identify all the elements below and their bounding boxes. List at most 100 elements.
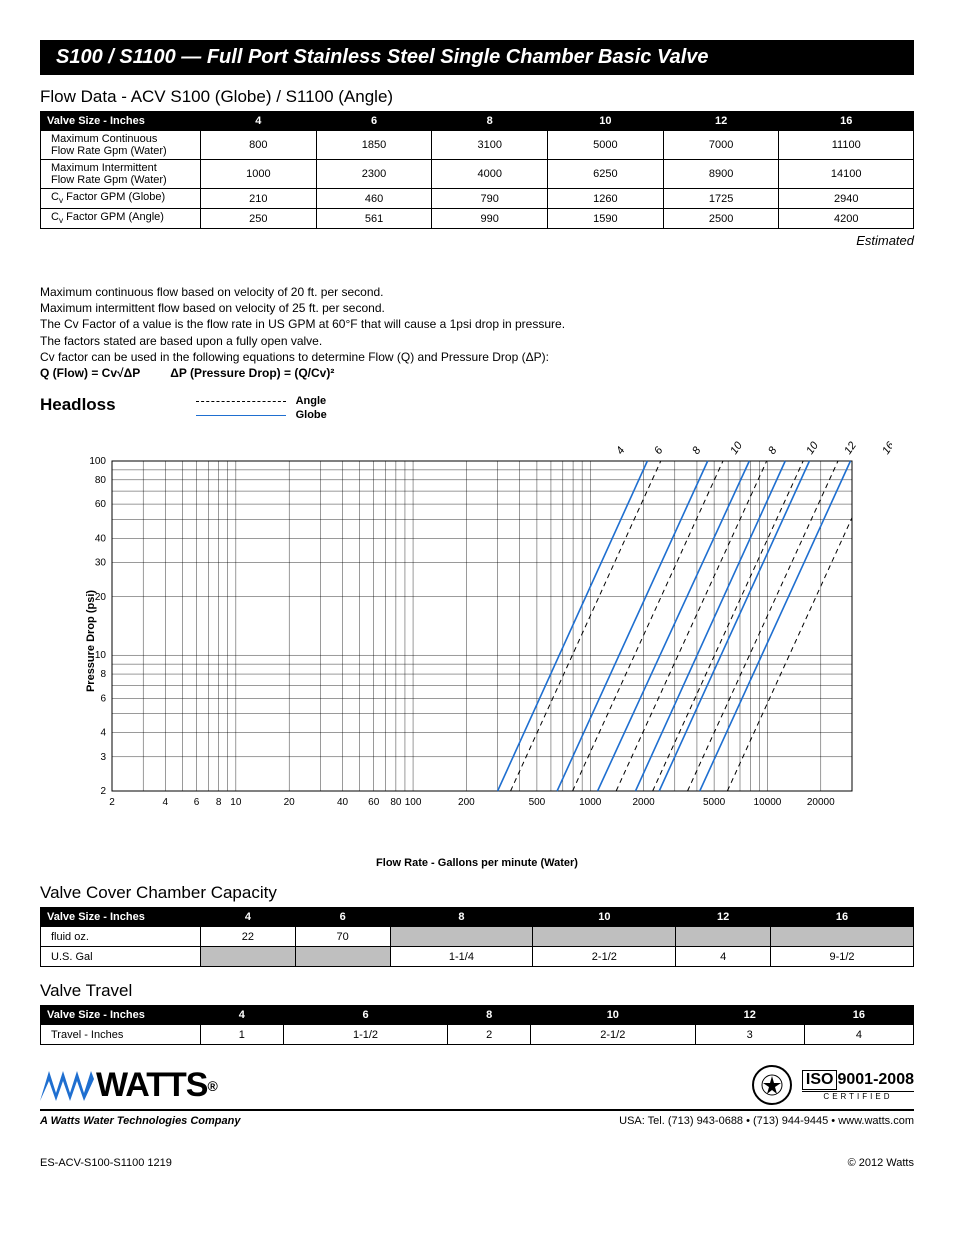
row-label: fluid oz. (41, 927, 201, 947)
table-cell: 250 (201, 209, 317, 229)
legend-label-globe: Globe (296, 409, 327, 421)
headloss-heading: Headloss (40, 395, 116, 415)
table-cell: 1725 (663, 189, 779, 209)
svg-text:40: 40 (95, 533, 107, 544)
col-header: 6 (283, 1006, 448, 1025)
table-cell: 790 (432, 189, 548, 209)
col-header: 8 (432, 112, 548, 131)
table-cell: 2500 (663, 209, 779, 229)
table-cell: 4200 (779, 209, 914, 229)
col-header: 4 (201, 1006, 284, 1025)
table-row: Maximum IntermittentFlow Rate Gpm (Water… (41, 160, 914, 189)
table-cell: 2940 (779, 189, 914, 209)
svg-text:8: 8 (100, 669, 106, 680)
table-cell: 1 (201, 1025, 284, 1045)
svg-text:30: 30 (95, 558, 107, 569)
svg-text:3: 3 (100, 752, 106, 763)
flow-data-table: Valve Size - Inches 4 6 8 10 12 16 Maxim… (40, 111, 914, 229)
col-header: 6 (295, 908, 390, 927)
svg-text:6: 6 (194, 797, 200, 808)
table-row: fluid oz.2270 (41, 927, 914, 947)
table-cell (771, 927, 914, 947)
table-cell: 460 (316, 189, 432, 209)
table-cell: 1590 (548, 209, 664, 229)
page-title-bar: S100 / S1100 — Full Port Stainless Steel… (40, 40, 914, 75)
svg-text:6: 6 (100, 693, 106, 704)
table-cell: 1000 (201, 160, 317, 189)
contact-info: USA: Tel. (713) 943-0688 • (713) 944-944… (619, 1115, 914, 1127)
svg-text:4: 4 (100, 728, 106, 739)
table-cell: 8900 (663, 160, 779, 189)
table-cell: 3 (695, 1025, 804, 1045)
svg-text:10: 10 (804, 439, 821, 457)
svg-text:10: 10 (230, 797, 242, 808)
table-cell: 1260 (548, 189, 664, 209)
chamber-table: Valve Size - Inches 4 6 8 10 12 16 fluid… (40, 907, 914, 967)
svg-text:8: 8 (216, 797, 222, 808)
svg-text:60: 60 (368, 797, 380, 808)
table-cell: 7000 (663, 131, 779, 160)
svg-text:80: 80 (390, 797, 402, 808)
table-cell: 14100 (779, 160, 914, 189)
svg-text:10000: 10000 (754, 797, 782, 808)
chart-ylabel: Pressure Drop (psi) (85, 590, 97, 692)
svg-text:100: 100 (405, 797, 422, 808)
iso-number: 9001-2008 (837, 1071, 914, 1088)
table-cell: 2 (448, 1025, 531, 1045)
table-cell: 5000 (548, 131, 664, 160)
iso-label: ISO (802, 1070, 838, 1090)
col-header: 12 (663, 112, 779, 131)
table-cell: 9-1/2 (771, 947, 914, 967)
table-cell: 11100 (779, 131, 914, 160)
row-label: Maximum IntermittentFlow Rate Gpm (Water… (41, 160, 201, 189)
chart-legend: Angle Globe (196, 395, 327, 423)
svg-text:500: 500 (529, 797, 546, 808)
company-tagline: A Watts Water Technologies Company (40, 1115, 240, 1127)
table-cell: 1-1/4 (390, 947, 533, 967)
travel-heading: Valve Travel (40, 981, 914, 1001)
notes-block: Maximum continuous flow based on velocit… (40, 284, 914, 381)
table-row: Cv Factor GPM (Globe)2104607901260172529… (41, 189, 914, 209)
col-header: 8 (448, 1006, 531, 1025)
table-row: U.S. Gal 1-1/42-1/249-1/2 (41, 947, 914, 967)
equation-line: Q (Flow) = Cv√ΔPΔP (Pressure Drop) = (Q/… (40, 365, 914, 381)
col-header: 16 (779, 112, 914, 131)
row-label: U.S. Gal (41, 947, 201, 967)
row-label: Travel - Inches (41, 1025, 201, 1045)
col-header: 4 (201, 908, 296, 927)
watts-logo: WATTS® (40, 1066, 217, 1105)
table-cell (295, 947, 390, 967)
table-cell: 1-1/2 (283, 1025, 448, 1045)
svg-text:60: 60 (95, 499, 107, 510)
svg-text:12: 12 (842, 440, 859, 457)
svg-text:2: 2 (100, 786, 106, 797)
svg-text:20: 20 (284, 797, 296, 808)
note-line: The factors stated are based upon a full… (40, 333, 914, 349)
table-cell: 800 (201, 131, 317, 160)
travel-table: Valve Size - Inches 4 6 8 10 12 16 Trave… (40, 1005, 914, 1045)
svg-text:2: 2 (109, 797, 115, 808)
row-label: Maximum ContinuousFlow Rate Gpm (Water) (41, 131, 201, 160)
table-cell (201, 947, 296, 967)
svg-text:100: 100 (89, 456, 106, 467)
table-cell: 6250 (548, 160, 664, 189)
table-cell: 2-1/2 (531, 1025, 696, 1045)
iso-block: ISO9001-2008 CERTIFIED (752, 1065, 914, 1105)
svg-text:80: 80 (95, 475, 107, 486)
table-row: Travel - Inches11-1/222-1/234 (41, 1025, 914, 1045)
estimated-label: Estimated (40, 233, 914, 248)
legend-line-globe (196, 415, 286, 416)
svg-text:1000: 1000 (579, 797, 602, 808)
col-header: 16 (804, 1006, 913, 1025)
col-header: 10 (548, 112, 664, 131)
svg-text:40: 40 (337, 797, 349, 808)
col-header-size: Valve Size - Inches (41, 908, 201, 927)
chart-xlabel: Flow Rate - Gallons per minute (Water) (40, 857, 914, 869)
legend-line-angle (196, 401, 286, 402)
table-cell: 2-1/2 (533, 947, 676, 967)
col-header-size: Valve Size - Inches (41, 112, 201, 131)
table-cell: 4 (676, 947, 771, 967)
svg-text:20000: 20000 (807, 797, 835, 808)
headloss-chart: 2468102040608010020050010002000500010000… (62, 431, 892, 851)
table-cell: 1850 (316, 131, 432, 160)
